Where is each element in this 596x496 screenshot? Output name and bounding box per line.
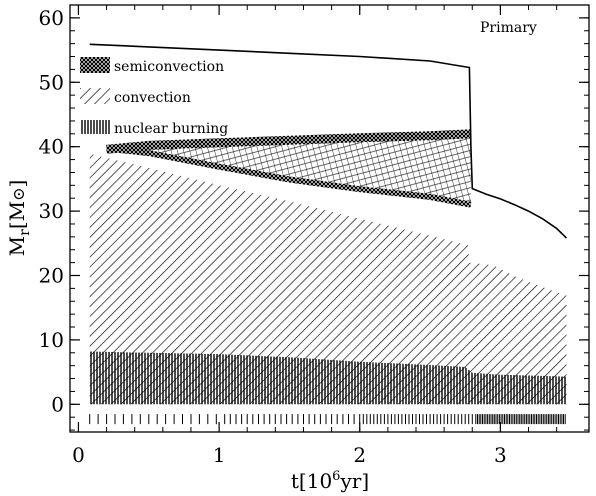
x-axis: 0 1 2 3 (72, 5, 558, 467)
chart-regions (89, 129, 567, 405)
series-region-convection (89, 153, 567, 405)
panel-label: Primary (480, 20, 537, 36)
y-tick-label: 10 (39, 328, 64, 352)
legend-label-semiconvection: semiconvection (114, 59, 224, 75)
series-line-stellar-mass (89, 43, 568, 239)
legend-swatch-nuclear-burning (80, 120, 110, 134)
legend-swatch-convection (80, 88, 110, 104)
plot-frame (69, 4, 590, 433)
y-tick-label: 20 (39, 263, 64, 287)
y-tick-label: 0 (51, 392, 64, 416)
x-tick-label: 0 (72, 443, 85, 467)
x-tick-label: 1 (213, 443, 226, 467)
y-tick-label: 50 (39, 70, 64, 94)
nuclear-burning-tick-row (89, 414, 566, 425)
y-tick-label: 30 (39, 199, 64, 223)
y-tick-label: 60 (39, 6, 64, 30)
series-rim-semiconvection-top (106, 129, 472, 154)
legend-swatch-semiconvection (80, 57, 110, 73)
x-axis-title: t[106yr] (291, 469, 369, 493)
x-tick-label: 2 (353, 443, 366, 467)
legend-label-convection: convection (114, 90, 191, 106)
series-region-nuclear-burning-core (89, 351, 567, 405)
series-rim-semiconvection-bottom (106, 145, 472, 208)
y-tick-label: 40 (39, 135, 64, 159)
legend: semiconvection convection nuclear burnin… (80, 57, 228, 137)
y-axis: 0 10 20 30 40 50 60 (39, 4, 589, 431)
y-axis-title: Mr[M⊙] (5, 180, 33, 257)
x-tick-label: 3 (494, 443, 507, 467)
legend-label-nuclear-burning: nuclear burning (114, 121, 228, 137)
